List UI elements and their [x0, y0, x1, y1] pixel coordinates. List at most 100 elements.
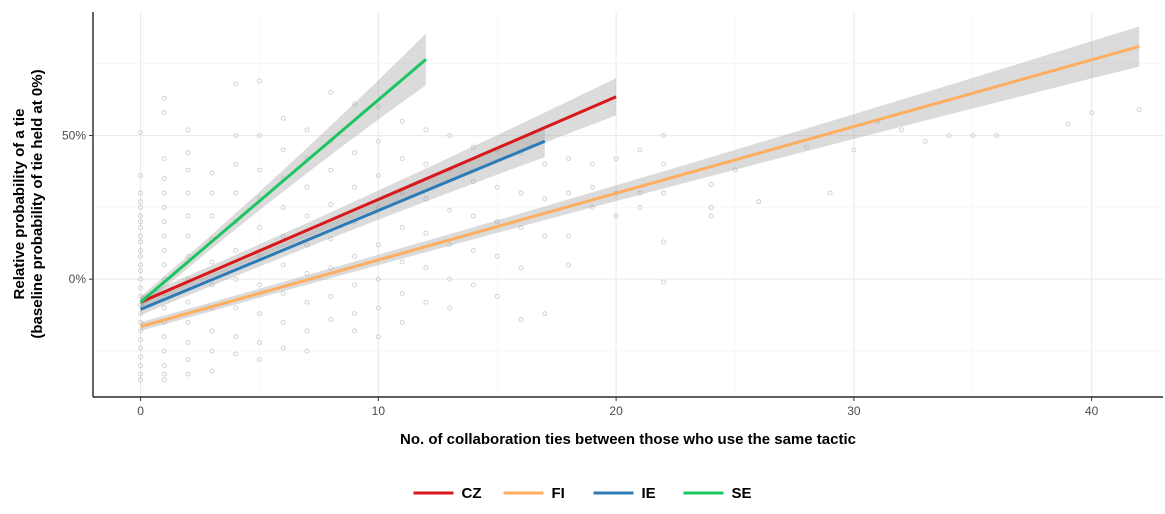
data-point	[280, 204, 286, 210]
data-point	[138, 362, 144, 368]
data-point	[518, 225, 524, 230]
data-point	[566, 156, 572, 161]
data-point	[375, 104, 381, 110]
data-point	[233, 81, 239, 87]
legend-label: FI	[552, 485, 565, 502]
data-point	[946, 133, 952, 138]
data-point	[138, 276, 144, 282]
y-tick-label: 0%	[69, 272, 87, 286]
data-point	[661, 239, 667, 245]
data-point	[352, 328, 358, 334]
data-point	[233, 161, 239, 167]
data-point	[494, 184, 500, 190]
trend-line-fi	[140, 45, 1140, 329]
legend-label: SE	[732, 485, 752, 502]
data-point	[328, 293, 334, 299]
data-point	[637, 147, 643, 153]
data-point	[898, 127, 904, 133]
data-point	[185, 150, 191, 156]
scatter-points	[138, 78, 1142, 383]
data-point	[161, 176, 167, 182]
data-point	[161, 262, 167, 268]
data-point	[447, 207, 453, 213]
data-point	[138, 328, 144, 334]
x-tick-label: 40	[1085, 404, 1099, 418]
data-point	[138, 345, 144, 351]
data-point	[304, 213, 310, 219]
data-point	[352, 311, 358, 317]
data-point	[138, 268, 144, 274]
data-point	[542, 161, 548, 167]
x-ticks: 0 10 20 30 40	[137, 397, 1099, 418]
data-point	[922, 138, 928, 144]
data-point	[304, 127, 310, 133]
data-point	[161, 305, 167, 311]
data-point	[423, 196, 429, 202]
data-point	[185, 339, 191, 345]
data-point	[161, 348, 167, 354]
data-point	[399, 259, 405, 265]
data-point	[161, 248, 167, 253]
data-point	[708, 181, 714, 187]
data-point	[732, 167, 738, 173]
y-tick-label: 50%	[62, 129, 86, 143]
data-point	[161, 156, 167, 161]
data-point	[233, 248, 239, 253]
ci-ribbon-fi	[140, 26, 1140, 331]
data-point	[209, 213, 215, 219]
data-point	[256, 339, 262, 345]
data-point	[209, 259, 215, 265]
data-point	[256, 133, 262, 138]
data-point	[256, 253, 262, 259]
data-point	[280, 345, 286, 351]
data-point	[661, 161, 667, 167]
data-point	[185, 299, 191, 305]
data-point	[375, 276, 381, 282]
data-point	[352, 101, 358, 107]
data-point	[518, 316, 524, 322]
data-point	[470, 248, 476, 253]
data-point	[566, 233, 572, 239]
data-point	[399, 319, 405, 325]
data-point	[138, 204, 144, 210]
data-point	[328, 316, 334, 322]
data-point	[994, 133, 1000, 138]
data-point	[352, 253, 358, 259]
data-point	[470, 282, 476, 288]
data-point	[185, 127, 191, 133]
data-point	[256, 167, 262, 173]
data-point	[161, 371, 167, 377]
data-point	[375, 305, 381, 311]
legend-label: IE	[642, 485, 656, 502]
data-point	[138, 225, 144, 230]
data-point	[138, 239, 144, 245]
data-point	[494, 293, 500, 299]
data-point	[185, 319, 191, 325]
data-point	[470, 179, 476, 184]
data-point	[161, 110, 167, 116]
data-point	[138, 337, 144, 342]
data-point	[708, 213, 714, 219]
data-point	[185, 167, 191, 173]
data-point	[233, 276, 239, 282]
data-point	[542, 196, 548, 202]
data-point	[256, 357, 262, 363]
data-point	[423, 265, 429, 271]
data-point	[161, 334, 167, 340]
data-point	[328, 89, 334, 95]
x-tick-label: 10	[372, 404, 386, 418]
data-point	[827, 190, 833, 196]
data-point	[161, 219, 167, 225]
data-point	[256, 282, 262, 288]
data-point	[637, 190, 643, 196]
legend-label: CZ	[462, 485, 482, 502]
data-point	[470, 213, 476, 219]
data-point	[637, 204, 643, 210]
data-point	[352, 150, 358, 156]
data-point	[138, 377, 144, 383]
data-point	[138, 248, 144, 253]
data-point	[518, 265, 524, 271]
data-point	[280, 233, 286, 239]
data-point	[233, 334, 239, 340]
